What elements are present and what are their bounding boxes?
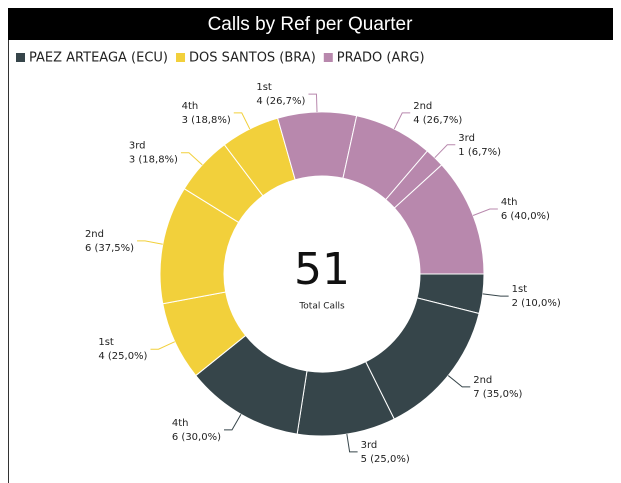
slice-value-label: 3 (18,8%): [129, 155, 178, 166]
legend-swatch: [16, 53, 25, 62]
slice-category: 4th: [182, 101, 199, 112]
slice-value-label: 4 (26,7%): [256, 96, 305, 107]
legend-label: PAEZ ARTEAGA (ECU): [29, 51, 168, 66]
slice-category: 3rd: [129, 141, 146, 152]
slice-category: 4th: [172, 418, 189, 429]
slice: [393, 164, 485, 275]
leader-line: [233, 112, 251, 130]
slice-value-label: 4 (25,0%): [98, 351, 147, 362]
legend-label: DOS SANTOS (BRA): [189, 51, 316, 66]
slice-category: 3rd: [458, 133, 475, 144]
leader-line: [393, 112, 411, 130]
legend-swatch: [176, 53, 186, 62]
total-label: Total Calls: [298, 302, 345, 312]
leader-line: [434, 144, 456, 159]
slice-value-label: 6 (37,5%): [85, 243, 134, 254]
slice-category: 1st: [512, 284, 528, 295]
chart-title: Calls by Ref per Quarter: [208, 14, 414, 35]
leader-line: [224, 414, 242, 431]
slice-value-label: 1 (6,7%): [458, 147, 501, 158]
slice-category: 1st: [98, 337, 114, 348]
slice-value-label: 4 (26,7%): [413, 115, 462, 126]
slice-value-label: 6 (30,0%): [172, 432, 221, 443]
leader-line: [472, 208, 498, 216]
leader-line: [180, 152, 203, 166]
slice-value-label: 5 (25,0%): [361, 454, 410, 465]
legend-swatch: [323, 53, 333, 62]
slice-value-label: 3 (18,8%): [182, 115, 231, 126]
slice-value-label: 6 (40,0%): [501, 211, 550, 222]
slice-category: 1st: [256, 82, 272, 93]
legend-label: PRADO (ARG): [337, 51, 425, 66]
slice-category: 2nd: [85, 229, 104, 240]
leader-line: [447, 375, 471, 388]
leader-line: [137, 240, 163, 245]
total: 51: [294, 244, 350, 295]
slice-value-label: 7 (35,0%): [473, 389, 522, 400]
slice-category: 2nd: [413, 101, 432, 112]
title-bar: [8, 8, 613, 40]
leader-line: [150, 341, 176, 350]
leader-line: [482, 293, 509, 297]
leader-line: [308, 93, 318, 113]
slice-value-label: 2 (10,0%): [512, 298, 561, 309]
slice-category: 2nd: [473, 375, 492, 386]
slice-category: 3rd: [361, 440, 378, 451]
slice-category: 4th: [501, 197, 518, 208]
leader-line: [346, 434, 358, 453]
